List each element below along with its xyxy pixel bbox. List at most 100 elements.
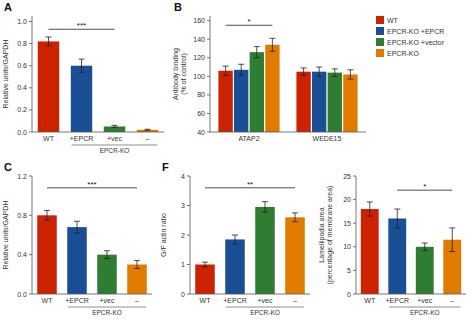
y-tick-label: 20: [343, 196, 351, 203]
bar: [71, 66, 92, 132]
error-bar: [316, 67, 322, 76]
y-tick: [207, 113, 210, 114]
group-label: EPCR-KO: [410, 309, 440, 316]
y-tick-label: 15: [343, 220, 351, 227]
y-tick: [29, 254, 32, 255]
error-bar: [301, 68, 307, 75]
bar: [97, 255, 117, 294]
y-axis-label-line: Lamellipodia area: [318, 207, 326, 262]
bar: [416, 247, 434, 294]
bar: [250, 52, 264, 132]
chart-panel: 0.00.40.81.2WT+EPCR+vec–Relative units/G…: [2, 161, 152, 316]
y-axis-label-line: G/F actin ratio: [160, 213, 167, 257]
y-tick: [29, 215, 32, 216]
y-tick: [187, 294, 190, 295]
y-axis-label-line: Relative units/GAPDH: [2, 40, 9, 109]
y-axis-label: Antibody binding(% of control): [172, 48, 188, 100]
error-bar: [347, 70, 353, 79]
figure: 0.00.20.40.60.81.0WT+EPCR+vec–Relative u…: [0, 0, 474, 322]
panel-title: A: [4, 1, 12, 13]
significance-label: ***: [87, 180, 96, 189]
chart-panel: 0.00.20.40.60.81.0WT+EPCR+vec–Relative u…: [2, 1, 164, 154]
x-tick-label: ATAP2: [238, 135, 259, 142]
error-bar: [202, 262, 208, 267]
y-axis-label-line: Antibody binding: [172, 48, 180, 100]
y-axis-line: [356, 176, 357, 294]
y-tick-label: 0.4: [17, 84, 27, 91]
bar: [285, 217, 305, 294]
y-tick-label: 0.8: [17, 40, 27, 47]
bar: [195, 265, 215, 295]
error-bar: [232, 235, 238, 244]
panel-title: C: [4, 161, 12, 173]
y-tick: [29, 109, 32, 110]
x-tick-label: +vec: [107, 135, 122, 142]
y-tick-label: 100: [193, 73, 205, 80]
y-tick: [207, 20, 210, 21]
bar: [38, 41, 59, 132]
group-underline: [68, 307, 146, 308]
y-tick-label: 1: [181, 261, 185, 268]
y-tick: [29, 21, 32, 22]
x-axis-line: [32, 294, 152, 295]
y-axis-label-line: (% of control): [180, 53, 188, 95]
bar: [234, 70, 248, 132]
bar: [296, 72, 310, 132]
x-tick-label: WT: [364, 297, 376, 304]
x-tick-label: –: [293, 297, 297, 304]
y-tick-label: 0.0: [17, 291, 27, 298]
x-tick-label: +vec: [100, 297, 115, 304]
x-tick-label: WEDE15: [313, 135, 342, 142]
x-tick-label: +EPCR: [385, 297, 409, 304]
y-tick: [29, 65, 32, 66]
bar: [67, 227, 87, 294]
y-tick-label: 0.2: [17, 106, 27, 113]
bar: [218, 71, 232, 132]
error-bar: [44, 210, 50, 220]
y-tick-label: 0.6: [17, 62, 27, 69]
error-bar: [367, 202, 373, 216]
y-tick: [29, 87, 32, 88]
y-tick-label: 160: [193, 17, 205, 24]
error-bar: [104, 251, 110, 259]
group-underline: [72, 145, 158, 146]
significance-label: **: [247, 180, 253, 189]
y-tick-label: 10: [343, 243, 351, 250]
y-tick: [207, 94, 210, 95]
chart-panel: 0510152025WT+EPCR+vec–Lamellipodia area(…: [318, 173, 466, 317]
y-axis-line: [32, 16, 33, 132]
y-tick-label: 3: [181, 202, 185, 209]
error-bar: [262, 202, 268, 213]
error-bar: [449, 228, 455, 252]
y-tick-label: 140: [193, 36, 205, 43]
x-tick-label: –: [450, 297, 454, 304]
y-tick: [207, 57, 210, 58]
legend-label: WT: [387, 17, 399, 24]
y-tick: [353, 199, 356, 200]
x-tick-label: –: [135, 297, 139, 304]
error-bar: [145, 129, 151, 130]
legend-swatch: [376, 16, 384, 24]
bar: [343, 74, 357, 132]
x-tick-label: WT: [43, 135, 55, 142]
x-tick-label: +EPCR: [65, 297, 89, 304]
chart-panel: 406080100120140160ATAP2WEDE15Antibody bi…: [172, 1, 445, 169]
y-tick-label: 60: [197, 110, 205, 117]
y-tick: [187, 176, 190, 177]
y-tick: [353, 176, 356, 177]
group-underline: [226, 307, 304, 308]
error-bar: [269, 38, 275, 51]
y-tick: [187, 235, 190, 236]
y-axis-label: G/F actin ratio: [160, 213, 167, 257]
panel-title: B: [174, 1, 182, 13]
bar: [37, 215, 57, 294]
y-tick-label: 0.4: [17, 251, 27, 258]
y-tick: [187, 264, 190, 265]
x-tick-label: +EPCR: [70, 135, 94, 142]
y-tick: [353, 223, 356, 224]
bar: [312, 72, 326, 132]
bar: [361, 209, 379, 294]
y-tick-label: 25: [343, 173, 351, 180]
bar: [328, 73, 342, 132]
y-tick: [207, 39, 210, 40]
